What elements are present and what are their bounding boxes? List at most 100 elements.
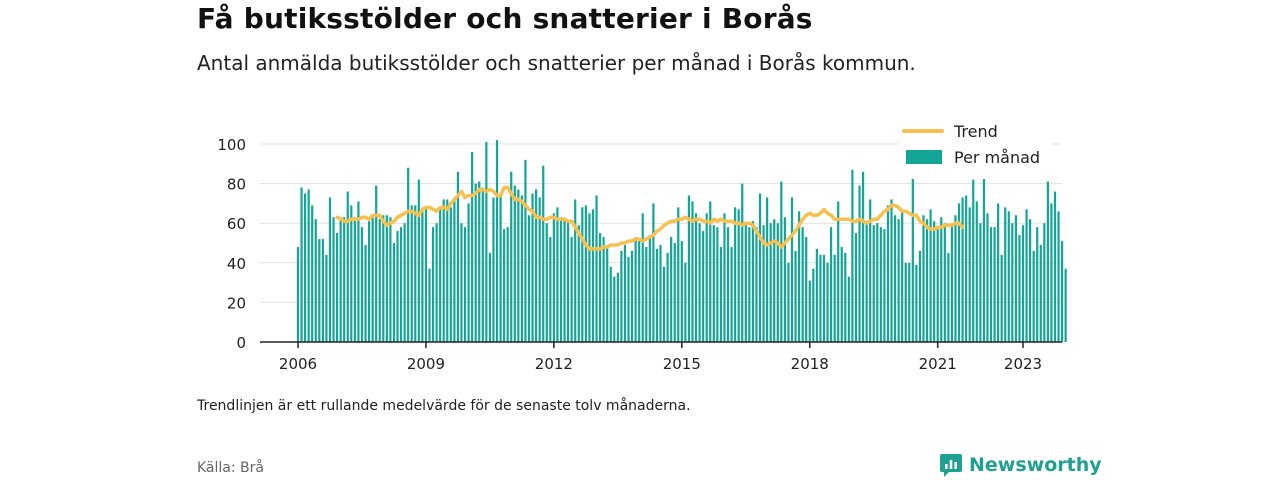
x-tick-label: 2021 (919, 355, 957, 373)
bar (350, 205, 353, 342)
bar (446, 199, 449, 342)
bar (680, 241, 683, 342)
bar (837, 201, 840, 342)
bar (1032, 250, 1035, 342)
bar (556, 207, 559, 342)
bar (538, 197, 541, 342)
bar (535, 189, 538, 342)
bar (304, 193, 307, 342)
bar (602, 237, 605, 342)
bar (1014, 215, 1017, 342)
bar (506, 227, 509, 342)
bar (840, 246, 843, 342)
bar (346, 191, 349, 342)
bar (300, 187, 303, 342)
bar (510, 171, 513, 342)
bar (627, 256, 630, 342)
bar (439, 207, 442, 342)
bar (812, 268, 815, 342)
bar (623, 244, 627, 342)
x-tick-label: 2012 (535, 355, 573, 373)
bar (1029, 219, 1032, 342)
x-axis-ticks: 2006 2009 2012 2015 2018 2021 2023 (279, 342, 1042, 373)
bar (876, 223, 879, 342)
bar (684, 262, 687, 342)
bar (442, 199, 445, 342)
bar (421, 211, 424, 342)
bar (1036, 227, 1039, 342)
bar (410, 205, 413, 342)
bar (677, 207, 680, 342)
y-tick-label: 40 (227, 255, 246, 273)
bar (908, 262, 911, 342)
bar (808, 280, 811, 342)
bar (911, 144, 914, 342)
bar (389, 217, 392, 342)
bar (591, 209, 595, 342)
source-credit: Källa: Brå (197, 460, 264, 476)
bar (382, 215, 385, 342)
bar (431, 227, 435, 342)
bar (499, 195, 502, 342)
bar (986, 213, 989, 342)
bar (851, 169, 854, 342)
bar (1043, 223, 1046, 342)
bar (371, 217, 374, 342)
bar (595, 195, 598, 342)
bar (758, 193, 762, 342)
bar (790, 197, 794, 342)
bar (659, 244, 662, 342)
bar (972, 179, 975, 342)
bar (773, 219, 776, 342)
bar (666, 252, 669, 342)
bar (456, 171, 460, 342)
bar (922, 215, 925, 342)
bar (314, 219, 317, 342)
y-axis-ticks: 0 20 40 60 80 100 (217, 136, 246, 352)
bar (943, 223, 946, 342)
legend: Trend Per månad (898, 115, 1050, 179)
bar (606, 246, 609, 342)
bar (577, 225, 580, 342)
bar (694, 213, 698, 342)
chart-subtitle: Antal anmälda butiksstölder och snatteri… (197, 51, 916, 75)
bar (620, 250, 623, 342)
bar (527, 215, 531, 342)
bar (478, 181, 481, 342)
bar (460, 223, 463, 342)
bar (872, 225, 875, 342)
bar (954, 215, 957, 342)
bar (407, 167, 410, 342)
brand-name: Newsworthy (969, 454, 1102, 476)
bar (950, 225, 954, 342)
bar (826, 262, 829, 342)
bar (726, 227, 730, 342)
bar (769, 223, 772, 342)
bar (1025, 209, 1028, 342)
bar (673, 243, 676, 342)
bar (549, 237, 552, 342)
bar (542, 165, 545, 342)
bar (1057, 211, 1060, 342)
bar (399, 227, 403, 342)
bar (353, 217, 356, 342)
bar (915, 264, 918, 342)
bar (691, 201, 694, 342)
x-tick-label: 2018 (791, 355, 829, 373)
bar (613, 276, 616, 342)
bar (719, 246, 723, 342)
bar (933, 221, 936, 342)
bar (435, 223, 438, 342)
newsworthy-brand[interactable]: Newsworthy (939, 451, 1102, 479)
bar (698, 223, 701, 342)
bar (762, 225, 765, 342)
bar (488, 252, 492, 342)
bar (531, 193, 534, 342)
bar (1050, 203, 1053, 342)
bar (1021, 225, 1025, 342)
bar (364, 244, 367, 342)
bar (993, 227, 996, 342)
bar (566, 221, 570, 342)
bar (641, 213, 644, 342)
bar (588, 213, 591, 342)
